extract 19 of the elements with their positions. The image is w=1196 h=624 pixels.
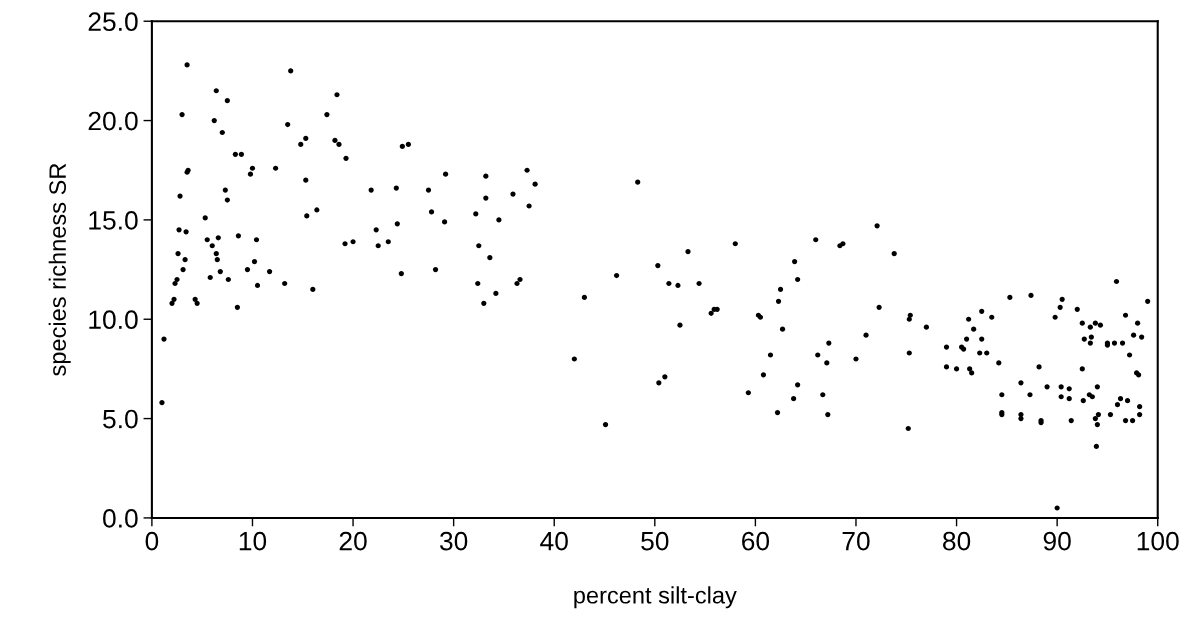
- y-tick-label: 20.0: [88, 111, 138, 131]
- x-tick-label: 60: [742, 531, 770, 551]
- y-tick-label: 15.0: [89, 211, 138, 230]
- y-tick-label: 5.0: [103, 409, 138, 429]
- x-tick-label: 50: [641, 531, 669, 551]
- x-tick-label: 0: [145, 531, 159, 551]
- x-tick-label: 70: [842, 531, 870, 551]
- x-tick-label: 80: [943, 531, 971, 551]
- x-tick-label: 90: [1043, 531, 1071, 551]
- y-tick-label: 10.0: [89, 310, 138, 330]
- x-tick-label: 20: [339, 531, 367, 551]
- y-tick-label: 25.0: [88, 12, 138, 32]
- y-tick-label: 0.0: [103, 509, 138, 528]
- x-tick-label: 10: [239, 531, 267, 551]
- x-tick-label: 30: [439, 531, 468, 551]
- x-axis-title: percent silt-clay: [574, 586, 737, 609]
- y-axis-title: species richness SR: [48, 163, 71, 376]
- x-tick-label: 40: [540, 531, 568, 551]
- x-tick-label: 100: [1137, 531, 1179, 551]
